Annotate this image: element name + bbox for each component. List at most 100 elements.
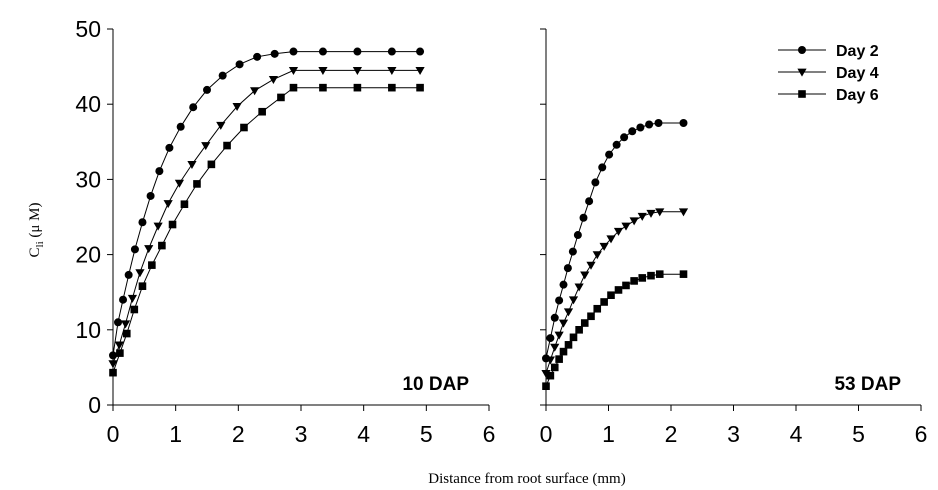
data-point-day-6 (258, 107, 266, 116)
data-point-day-4 (599, 242, 609, 251)
legend-marker-triangle-down (797, 68, 807, 77)
x-axis-title: Distance from root surface (mm) (428, 471, 625, 487)
data-point-day-2 (176, 122, 185, 131)
panel-10-dap: 0 10 20 30 40 50 0 1 2 3 4 5 6 10 DAP (75, 16, 495, 447)
data-point-day-6 (679, 270, 688, 278)
data-point-day-6 (580, 319, 589, 327)
data-point-day-2 (591, 178, 600, 187)
data-point-day-2 (628, 127, 637, 136)
legend-item-day-4: Day 4 (778, 65, 879, 82)
data-point-day-6 (622, 281, 630, 290)
right-x-tick-label: 0 (540, 421, 553, 447)
data-point-day-2 (119, 295, 128, 304)
data-point-day-4 (592, 251, 602, 260)
data-point-day-6 (575, 326, 583, 334)
data-point-day-2 (620, 133, 629, 142)
data-point-day-2 (353, 47, 362, 56)
left-x-tick-label: 1 (169, 421, 182, 447)
right-x-tick-label: 1 (602, 421, 615, 447)
data-point-day-6 (158, 241, 166, 250)
data-point-day-6 (193, 180, 201, 188)
data-point-day-6 (223, 141, 231, 150)
y-tick-label: 40 (75, 91, 101, 117)
data-point-day-2 (568, 247, 577, 256)
data-point-day-4 (187, 160, 197, 169)
data-point-day-6 (655, 270, 664, 278)
data-point-day-4 (232, 103, 242, 112)
data-point-day-2 (555, 296, 564, 305)
data-point-day-2 (289, 47, 298, 56)
data-point-day-4 (678, 208, 689, 217)
data-point-day-6 (116, 349, 124, 357)
data-point-day-4 (135, 269, 145, 278)
data-point-day-6 (647, 271, 655, 280)
data-point-day-4 (268, 75, 279, 84)
right-x-tick-label: 3 (727, 421, 740, 447)
data-point-day-6 (319, 83, 327, 92)
data-point-day-4 (163, 200, 173, 209)
data-point-day-6 (109, 368, 117, 377)
series-day-2 (109, 47, 425, 360)
data-point-day-6 (180, 200, 189, 209)
series-day-4 (541, 208, 689, 379)
data-point-day-2 (165, 143, 174, 152)
legend-item-day-2: Day 2 (778, 43, 879, 60)
right-x-tick-label: 5 (852, 421, 865, 447)
data-point-day-4 (637, 212, 647, 221)
data-point-day-4 (250, 87, 260, 96)
data-point-day-2 (253, 52, 262, 61)
series-day-2 (542, 119, 688, 363)
data-point-day-4 (586, 261, 596, 270)
data-point-day-2 (546, 334, 555, 343)
legend-item-day-6: Day 6 (778, 87, 879, 104)
data-point-day-4 (545, 356, 555, 365)
left-x-tick-label: 2 (232, 421, 245, 447)
data-point-day-4 (108, 360, 118, 369)
data-point-day-4 (127, 294, 138, 303)
data-point-day-6 (240, 123, 248, 132)
data-point-day-2 (645, 120, 654, 129)
data-point-day-4 (120, 320, 131, 329)
data-point-day-4 (558, 319, 569, 328)
data-point-day-2 (114, 318, 123, 327)
data-point-day-2 (124, 270, 133, 279)
data-point-day-2 (679, 119, 688, 127)
data-point-day-4 (153, 222, 163, 231)
legend-label: Day 6 (836, 87, 879, 104)
data-point-day-4 (563, 308, 574, 317)
data-point-day-6 (207, 160, 216, 169)
data-point-day-4 (144, 245, 154, 254)
data-point-day-4 (415, 66, 425, 75)
legend-marker-circle (798, 46, 806, 54)
data-point-day-6 (277, 93, 285, 102)
data-point-day-6 (593, 304, 602, 313)
right-x-tick-label: 6 (915, 421, 928, 447)
data-point-day-2 (598, 163, 607, 172)
data-point-day-2 (130, 245, 139, 254)
legend-label: Day 2 (836, 43, 879, 60)
data-point-day-2 (654, 119, 663, 127)
data-point-day-6 (555, 355, 563, 363)
right-x-tick-label: 4 (790, 421, 803, 447)
data-point-day-4 (568, 296, 579, 305)
data-point-day-2 (563, 264, 572, 273)
data-point-day-4 (655, 208, 665, 217)
data-point-day-4 (646, 209, 656, 218)
series-line-day-2 (545, 122, 684, 359)
y-axis-title-subscript: li (34, 241, 46, 247)
data-point-day-4 (629, 217, 639, 226)
data-point-day-2 (573, 231, 582, 240)
left-x-tick-label: 5 (420, 421, 433, 447)
left-x-tick-label: 4 (357, 421, 370, 447)
data-point-day-6 (289, 83, 298, 92)
data-point-day-6 (587, 312, 595, 321)
data-point-day-6 (630, 277, 638, 285)
data-point-day-2 (579, 213, 588, 222)
data-point-day-4 (352, 66, 362, 75)
data-point-day-6 (607, 291, 615, 300)
data-point-day-2 (550, 313, 559, 322)
data-point-day-2 (585, 197, 594, 206)
series-day-4 (108, 66, 425, 369)
data-point-day-4 (550, 343, 560, 352)
y-tick-label: 50 (75, 16, 101, 42)
